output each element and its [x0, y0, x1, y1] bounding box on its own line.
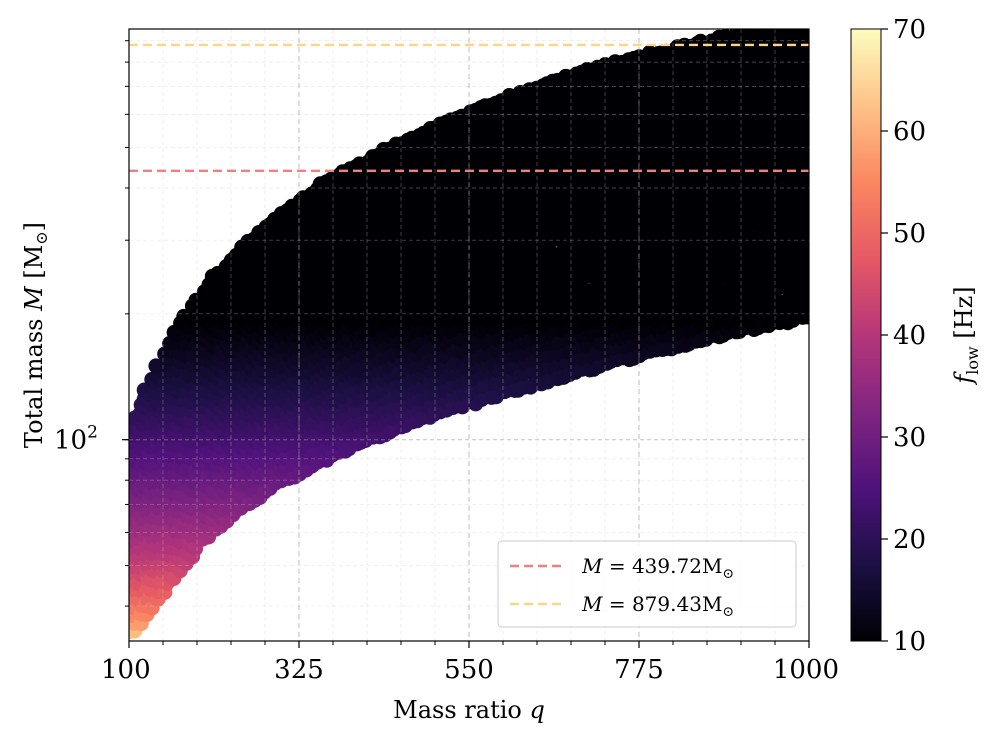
reference-lines — [129, 43, 809, 172]
legend-box — [497, 540, 797, 628]
legend: M = 439.72M⊙ M = 879.43M⊙ — [497, 540, 797, 628]
x-tick-label: 100 — [101, 655, 151, 685]
scatter-point — [799, 309, 809, 325]
scatter-point — [802, 121, 809, 137]
colorbar-tick-label: 20 — [893, 525, 926, 555]
colorbar-tick-label: 30 — [893, 423, 926, 453]
y-tick-label: 102 — [54, 423, 98, 456]
x-tick-label: 775 — [614, 655, 664, 685]
colorbar-ticks: 70 60 50 40 30 20 10 — [881, 15, 926, 657]
scatter-point — [801, 66, 809, 82]
scatter-point — [800, 88, 809, 104]
x-tick-label: 550 — [444, 655, 494, 685]
scatter-region — [129, 29, 809, 641]
x-tick-label: 325 — [274, 655, 324, 685]
x-axis-label: Mass ratio q — [393, 696, 545, 724]
colorbar-bar — [850, 28, 882, 642]
scatter-point — [800, 44, 809, 60]
y-axis-label: Total mass M [M⊙] — [20, 222, 51, 448]
colorbar: 70 60 50 40 30 20 10 flow [Hz] — [850, 15, 982, 657]
legend-label: M = 439.72M⊙ — [581, 554, 734, 582]
colorbar-tick-label: 10 — [893, 627, 926, 657]
colorbar-tick-label: 40 — [893, 321, 926, 351]
scatter-point — [801, 177, 809, 193]
x-axis-ticks: 100 325 550 775 1000 — [101, 641, 839, 685]
scatter-point — [801, 198, 809, 214]
colorbar-tick-label: 50 — [893, 219, 926, 249]
scatter-point — [800, 277, 809, 293]
grid — [129, 29, 809, 641]
colorbar-tick-label: 70 — [893, 15, 926, 45]
scatter-point — [801, 155, 809, 171]
scatter-point — [802, 263, 809, 280]
scatter-point — [802, 29, 809, 38]
scatter-point — [799, 132, 809, 148]
colorbar-label: flow [Hz] — [950, 286, 982, 385]
legend-label: M = 879.43M⊙ — [581, 592, 734, 620]
colorbar-tick-label: 60 — [893, 117, 926, 147]
y-axis-ticks: 102 — [54, 40, 129, 607]
x-tick-label: 1000 — [773, 655, 839, 685]
scatter-point — [800, 210, 809, 226]
